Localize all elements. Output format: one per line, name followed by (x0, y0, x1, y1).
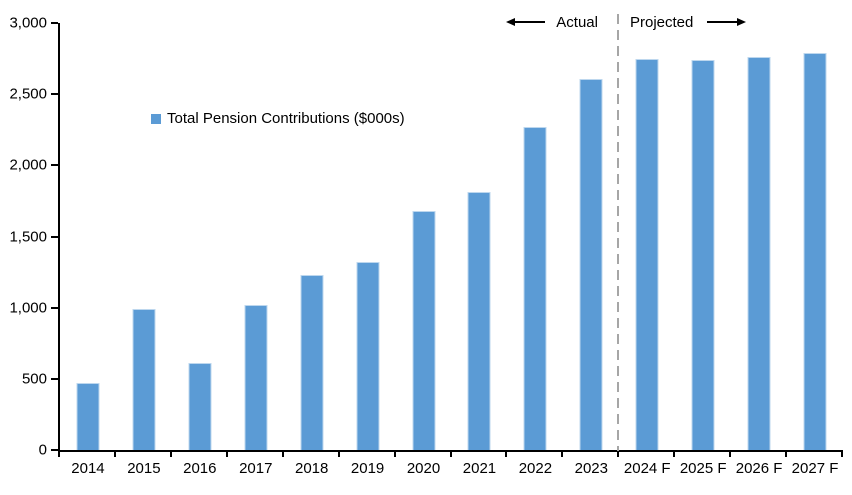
x-axis-tick-mark (505, 451, 508, 457)
actual-projected-divider (617, 14, 620, 451)
legend-marker-icon (151, 113, 161, 124)
left-arrow-icon (506, 18, 546, 26)
bar-2025 F (691, 60, 715, 450)
y-axis-tick-label: 2,000 (9, 156, 47, 174)
actual-annotation: Actual (506, 13, 598, 31)
x-axis-tick-label: 2018 (294, 460, 329, 477)
bar-2024 F (635, 58, 659, 450)
y-axis-tick-label: 2,500 (9, 85, 47, 103)
y-axis-tick-label: 1,500 (9, 228, 47, 245)
bar-2015 (132, 309, 156, 450)
x-axis-tick-label: 2017 (239, 460, 273, 477)
x-axis-tick-label: 2024 F (623, 460, 671, 477)
x-axis-tick-label: 2023 (574, 460, 608, 477)
x-axis-tick-mark (337, 451, 340, 457)
legend: Total Pension Contributions ($000s) (151, 110, 405, 127)
x-axis-tick-label: 2022 (518, 460, 553, 477)
x-axis-tick-mark (225, 451, 228, 457)
x-axis-tick-mark (169, 451, 172, 457)
x-axis-tick-mark (113, 451, 116, 457)
y-axis-tick-mark (51, 449, 58, 451)
bar-2026 F (747, 57, 771, 450)
x-axis-tick-label: 2015 (127, 460, 161, 477)
bar-2020 (412, 210, 436, 450)
right-arrow-icon (707, 18, 747, 26)
x-axis-tick-mark (785, 451, 788, 457)
y-axis-tick-label: 3,000 (9, 14, 47, 32)
projected-annotation: Projected (630, 13, 747, 31)
x-axis-tick-mark (449, 451, 452, 457)
x-axis-tick-label: 2026 F (735, 460, 783, 477)
x-axis-tick-mark (673, 451, 676, 457)
x-axis-tick-mark (281, 451, 284, 457)
bar-2022 (523, 126, 547, 450)
y-axis-tick-mark (51, 22, 58, 24)
plot-area (58, 23, 843, 452)
x-axis-tick-mark (393, 451, 396, 457)
x-axis-tick-mark (729, 451, 732, 457)
y-axis-tick-mark (51, 93, 58, 96)
bar-2017 (244, 304, 268, 450)
legend-label: Total Pension Contributions ($000s) (167, 110, 405, 127)
x-axis-tick-mark (58, 451, 60, 457)
bar-2023 (579, 78, 603, 450)
x-axis-tick-mark (561, 451, 564, 457)
x-axis-tick-mark (617, 451, 620, 457)
y-axis-tick-mark (51, 377, 58, 380)
y-axis-tick-mark (51, 164, 58, 167)
x-axis-tick-label: 2020 (406, 460, 441, 477)
actual-label: Actual (556, 13, 598, 31)
y-axis-tick-label: 500 (21, 370, 47, 388)
x-axis-tick-label: 2021 (462, 460, 497, 477)
bar-2014 (76, 383, 100, 450)
x-axis-tick-label: 2016 (183, 460, 217, 477)
y-axis-tick-mark (51, 235, 58, 238)
bar-2027 F (803, 52, 827, 450)
x-axis-tick-label: 2027 F (791, 460, 839, 477)
x-axis-tick-label: 2014 (71, 460, 105, 477)
bar-2019 (356, 262, 380, 450)
x-axis-tick-mark (841, 451, 843, 457)
bar-2018 (300, 274, 324, 450)
x-axis-tick-label: 2025 F (679, 460, 727, 477)
bar-2016 (188, 363, 212, 450)
y-axis-tick-label: 0 (38, 441, 47, 459)
y-axis-tick-mark (51, 306, 58, 309)
projected-label: Projected (630, 13, 694, 31)
y-axis-tick-label: 1,000 (9, 299, 47, 317)
bar-2021 (467, 192, 491, 450)
x-axis-tick-label: 2019 (350, 460, 385, 477)
